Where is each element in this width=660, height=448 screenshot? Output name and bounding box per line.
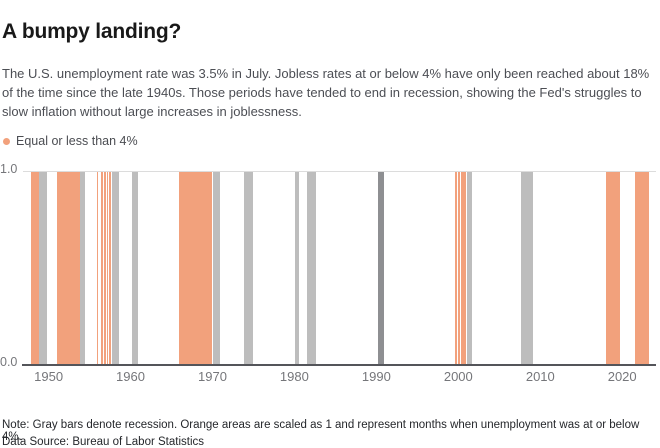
plot-area xyxy=(24,172,655,364)
recession-bar xyxy=(306,172,316,364)
low-unemployment-bar xyxy=(461,172,466,364)
footnote: Note: Gray bars denote recession. Orange… xyxy=(2,418,640,443)
low-unemployment-bar xyxy=(109,172,111,364)
x-tick-label: 1980 xyxy=(279,369,309,384)
y-tick-label-bottom: 0.0 xyxy=(0,355,18,369)
low-unemployment-bar xyxy=(458,172,461,364)
recession-bar xyxy=(39,172,47,364)
low-unemployment-bar xyxy=(454,172,458,364)
recession-bar xyxy=(294,172,300,364)
low-unemployment-bar xyxy=(605,172,620,364)
recession-bar xyxy=(521,172,534,364)
recession-bar xyxy=(212,172,220,364)
recession-bar xyxy=(244,172,253,364)
data-source: Data Source: Bureau of Labor Statistics xyxy=(2,435,204,448)
page-title: A bumpy landing? xyxy=(2,20,182,44)
low-unemployment-bar xyxy=(103,172,106,364)
recession-bar xyxy=(132,172,138,364)
legend-label: Equal or less than 4% xyxy=(16,134,138,148)
x-tick-label: 2000 xyxy=(443,369,473,384)
x-axis-line xyxy=(22,364,656,366)
x-tick-label: 1960 xyxy=(116,369,145,384)
x-tick-label: 1990 xyxy=(361,369,391,384)
chart-subtitle: The U.S. unemployment rate was 3.5% in J… xyxy=(2,66,650,119)
low-unemployment-bar xyxy=(96,172,98,364)
x-tick-label: 2010 xyxy=(525,369,555,384)
low-unemployment-bar xyxy=(634,172,650,364)
low-unemployment-bar xyxy=(179,172,213,364)
low-unemployment-bar xyxy=(106,172,109,364)
legend-dot-icon xyxy=(3,137,10,145)
x-tick-label: 2020 xyxy=(607,369,637,384)
x-tick-label: 1970 xyxy=(198,369,227,384)
x-tick-label: 1950 xyxy=(34,369,64,384)
low-unemployment-bar xyxy=(56,172,81,364)
top-gridline xyxy=(23,171,656,172)
recession-bar xyxy=(80,172,86,364)
low-unemployment-bar xyxy=(31,172,40,364)
recession-bar xyxy=(378,172,384,364)
low-unemployment-bar xyxy=(100,172,103,364)
recession-bar xyxy=(112,172,119,364)
recession-bar xyxy=(466,172,473,364)
y-tick-label-top: 1.0 xyxy=(0,162,18,176)
legend: Equal or less than 4% xyxy=(3,134,138,148)
